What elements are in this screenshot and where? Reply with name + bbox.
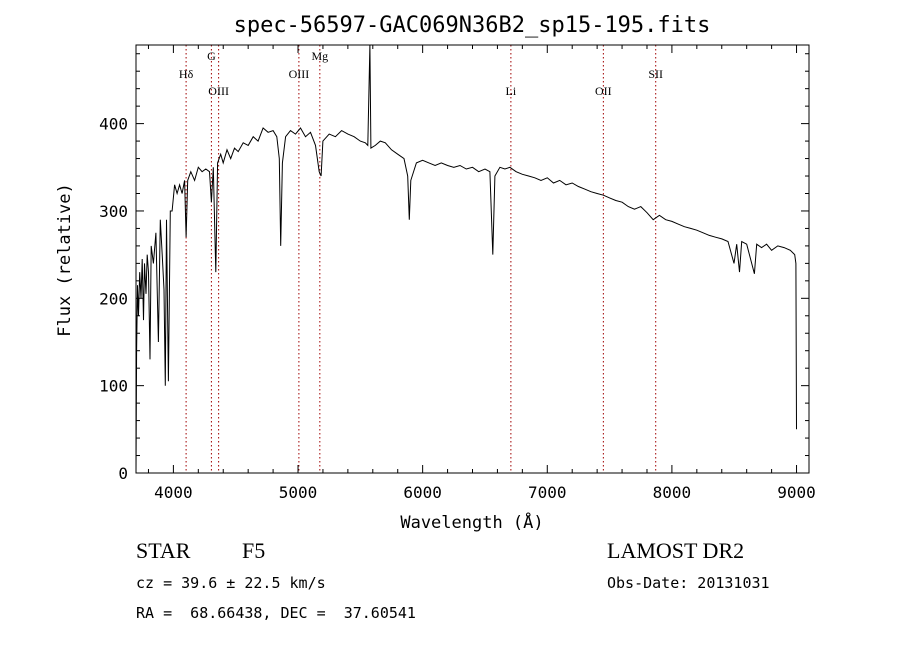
plot-frame	[135, 44, 810, 474]
spectral-line-label: OII	[595, 84, 612, 98]
spectral-line-label: OIII	[289, 67, 310, 81]
y-axis-label: Flux (relative)	[55, 183, 75, 337]
y-tick-label: 400	[99, 115, 128, 134]
x-tick-label: 8000	[653, 483, 692, 502]
axis-ticks-layer: 4000 5000 6000 7000 8000 9000 0 100 200 300 400	[99, 45, 816, 502]
x-tick-label: 7000	[528, 483, 567, 502]
observation-date: Obs-Date: 20131031	[607, 574, 770, 592]
chart-title: spec-56597-GAC069N36B2_sp15-195.fits	[234, 13, 711, 38]
x-tick-label: 6000	[403, 483, 442, 502]
redshift-cz: cz = 39.6 ± 22.5 km/s	[136, 574, 326, 592]
object-class: STAR	[136, 538, 191, 563]
coordinates: RA = 68.66438, DEC = 37.60541	[136, 604, 416, 622]
object-subclass: F5	[242, 538, 266, 563]
spectral-line-label: G	[207, 49, 216, 63]
spectral-line-label: OIII	[208, 84, 229, 98]
spectral-line-label: SII	[648, 67, 663, 81]
x-tick-label: 9000	[777, 483, 816, 502]
spectral-line-label: Mg	[311, 49, 328, 63]
y-tick-label: 200	[99, 289, 128, 308]
x-axis-label: Wavelength (Å)	[400, 511, 543, 533]
x-tick-label: 5000	[279, 483, 318, 502]
spectral-line-label: Hδ	[179, 67, 194, 81]
spectrum-series-line	[135, 44, 797, 474]
y-tick-label: 300	[99, 202, 128, 221]
survey-name: LAMOST DR2	[607, 538, 745, 563]
spectral-line-label: Li	[506, 84, 517, 98]
y-tick-label: 0	[118, 464, 128, 483]
x-tick-label: 4000	[154, 483, 193, 502]
y-tick-label: 100	[99, 377, 128, 396]
